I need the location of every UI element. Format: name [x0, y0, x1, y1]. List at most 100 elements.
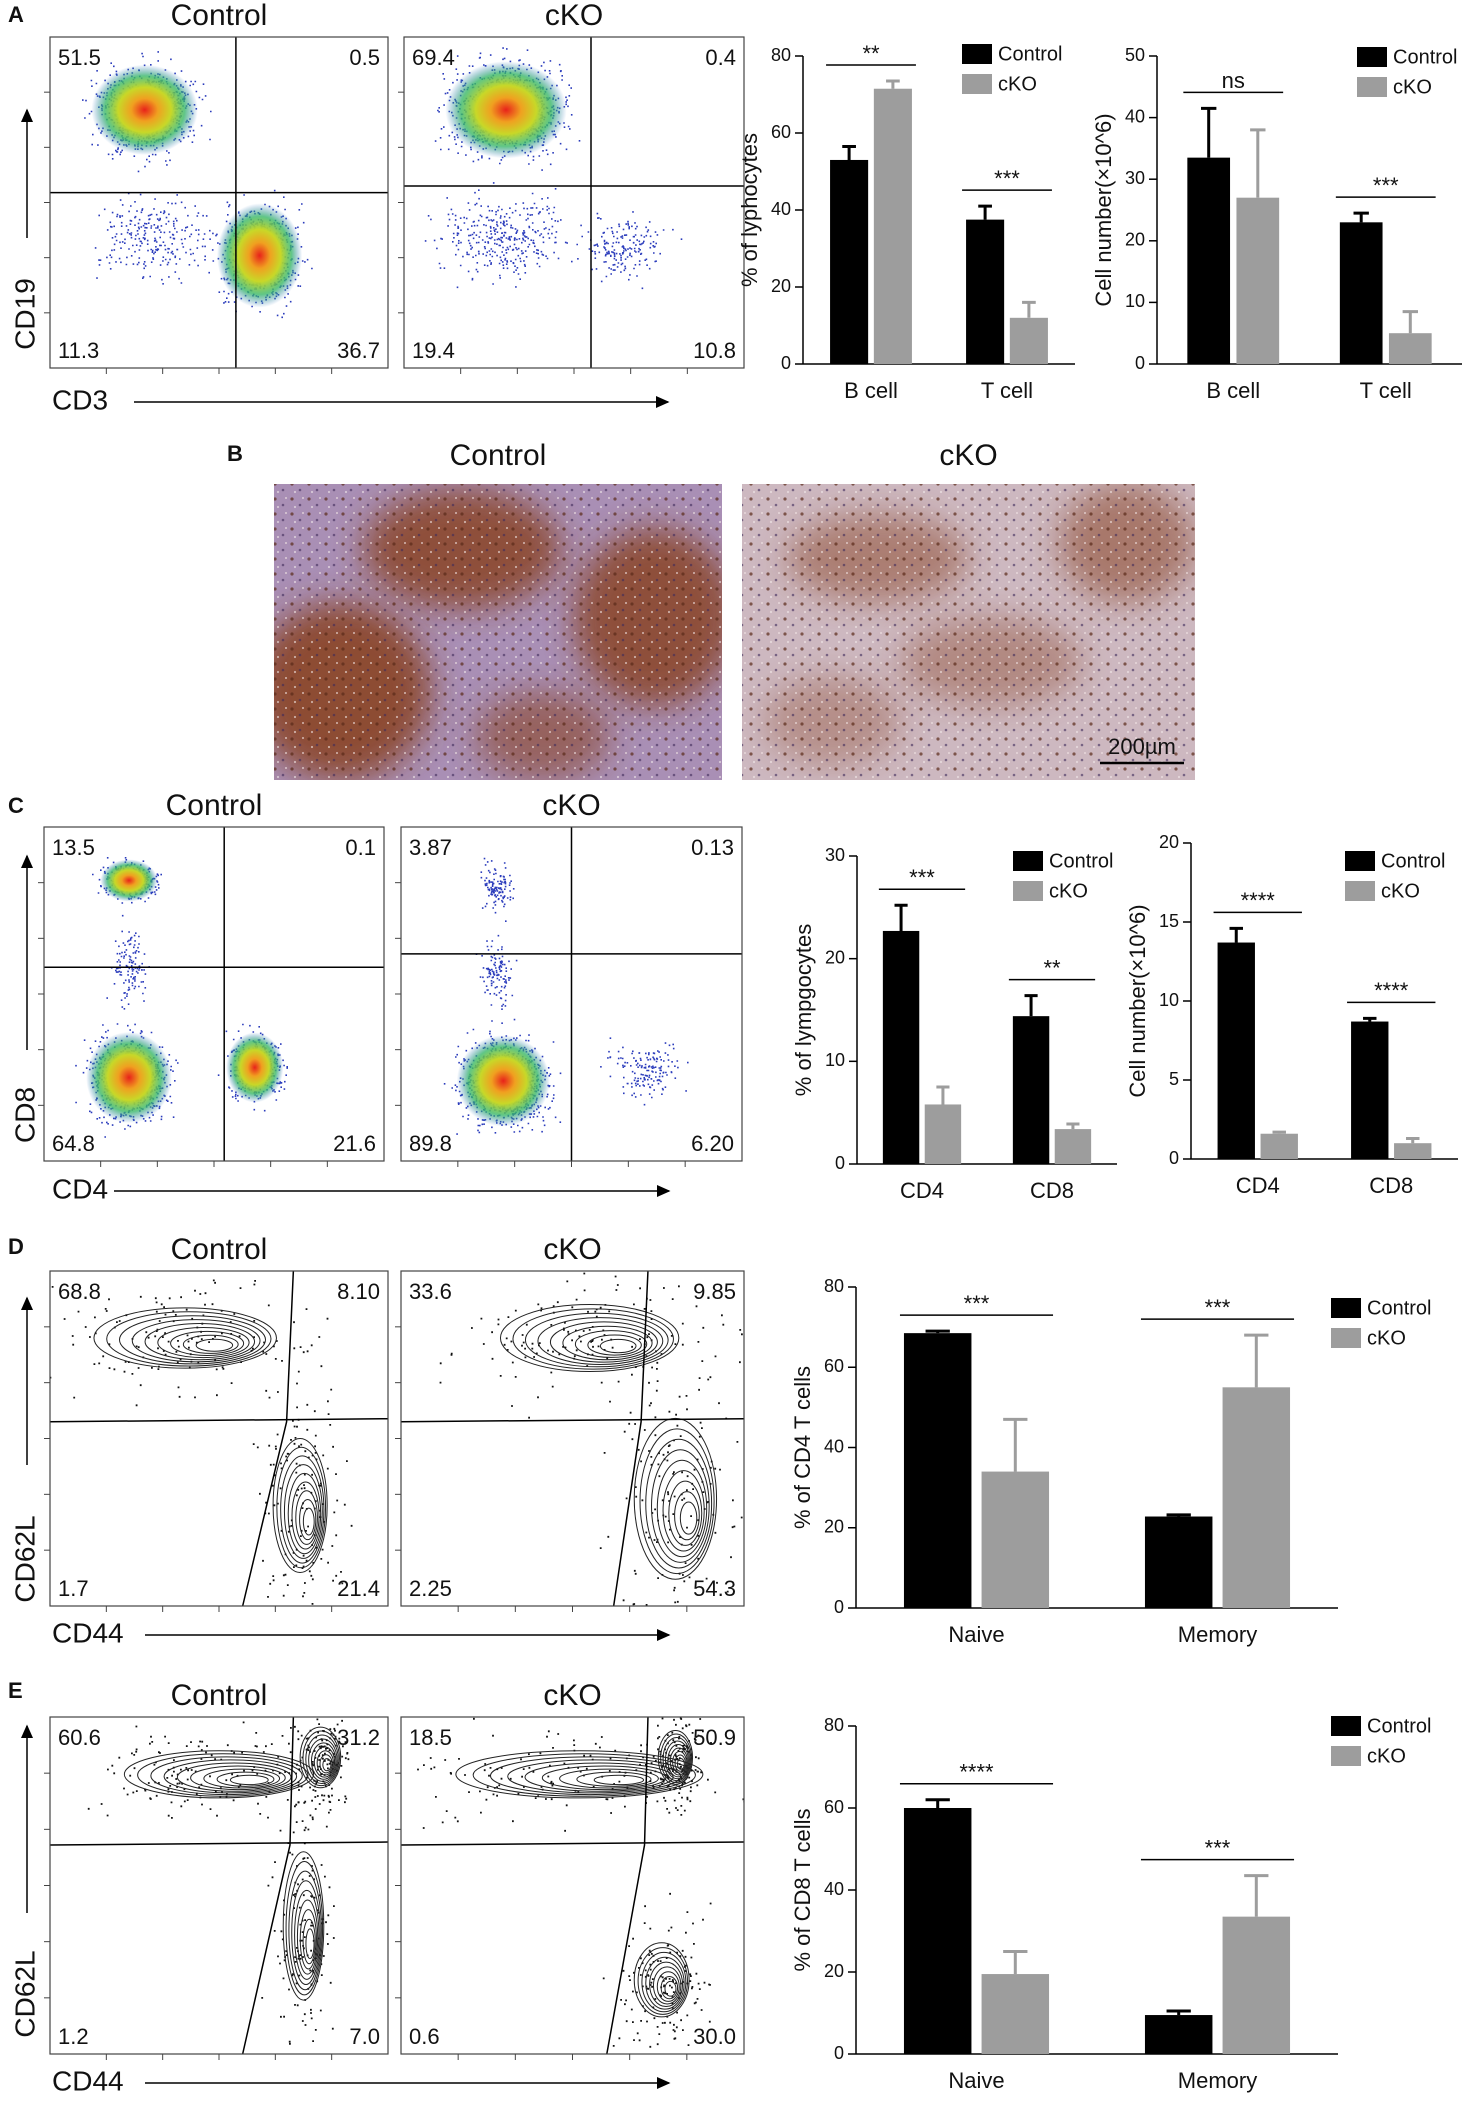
y-tick-label: 20	[825, 947, 845, 967]
significance-label: ***	[964, 1291, 990, 1316]
quadrant-value: 8.10	[337, 1279, 380, 1304]
contour	[656, 1459, 708, 1558]
x-tick-label: CD8	[1030, 1178, 1074, 1203]
contour	[299, 1498, 317, 1541]
event-dots	[261, 1742, 335, 2045]
image-title: Control	[450, 439, 547, 472]
plot-area	[50, 1279, 353, 1605]
contour	[276, 1446, 327, 1569]
significance-label: **	[862, 41, 880, 66]
x-axis-label: CD3	[52, 384, 108, 415]
bar	[1351, 1021, 1389, 1159]
contour	[229, 1774, 269, 1786]
contour	[660, 1976, 679, 2000]
quadrant-value: 21.4	[337, 1576, 380, 1601]
y-tick-label: 0	[834, 1597, 844, 1617]
bar	[981, 1974, 1050, 2054]
contour	[537, 1317, 664, 1365]
bar	[830, 159, 869, 364]
y-axis-title: % of CD8 T cells	[790, 1808, 815, 1971]
gate-line	[49, 1418, 389, 1423]
contour	[524, 1312, 669, 1368]
contour	[310, 1742, 337, 1780]
quadrant-value: 0.5	[349, 45, 380, 70]
scale-bar-label: 200µm	[1108, 734, 1176, 759]
flow-plot: Control 51.5 0.5 11.3 36.7	[44, 0, 389, 374]
bar	[1236, 197, 1280, 364]
x-tick-label: B cell	[1206, 378, 1260, 403]
plot-area	[439, 1272, 744, 1606]
bar-chart: 0 10 20 30 40 50 Cell number(×10^6) B cell ns T c…	[1091, 45, 1462, 403]
contour	[322, 1758, 332, 1772]
quadrant-value: 18.5	[409, 1725, 452, 1750]
bar-chart: 0 20 40 60 80 % of CD4 T cells Naive *** Memory *…	[790, 1276, 1432, 1647]
contour	[576, 1771, 652, 1787]
plot-area	[443, 857, 689, 1135]
y-tick-label: 20	[824, 1961, 844, 1981]
image-area	[274, 484, 722, 780]
error-bar	[1353, 211, 1369, 223]
error-bar	[925, 1329, 950, 1334]
error-bar	[1024, 994, 1038, 1017]
contour	[170, 1330, 245, 1356]
density-core	[216, 203, 303, 308]
error-bar	[1066, 1122, 1080, 1130]
contour	[296, 1899, 319, 1975]
contour	[639, 1428, 715, 1575]
y-tick-label: 50	[1125, 45, 1145, 65]
contour	[288, 1870, 322, 1991]
x-tick-label: CD4	[900, 1178, 944, 1203]
y-axis-title: % of lympgocytes	[791, 924, 816, 1096]
panel-label: B	[227, 441, 243, 466]
y-tick-label: 0	[1135, 353, 1145, 373]
x-tick-label: Memory	[1178, 2068, 1257, 2093]
contour	[176, 1762, 292, 1792]
plot-title: cKO	[543, 1679, 601, 1712]
event-dots	[50, 1279, 329, 1407]
contour	[150, 1756, 303, 1796]
contour	[674, 1491, 700, 1541]
bar	[981, 1471, 1050, 1608]
error-bar	[1229, 926, 1243, 943]
quadrant-value: 54.3	[693, 1576, 736, 1601]
error-bar	[842, 144, 856, 160]
bar	[1394, 1143, 1432, 1159]
plot-title: Control	[171, 1233, 268, 1266]
quadrant-value: 19.4	[412, 338, 455, 363]
event-dots	[480, 857, 515, 914]
contour	[93, 1307, 277, 1369]
x-tick-label: CD8	[1369, 1173, 1413, 1198]
contour	[316, 1750, 334, 1776]
contour	[182, 1334, 239, 1354]
y-tick-label: 15	[1159, 911, 1179, 931]
legend-label: Control	[1049, 850, 1113, 872]
bar	[903, 1808, 972, 2054]
tissue-texture	[274, 484, 722, 780]
quadrant-value: 9.85	[693, 1279, 736, 1304]
contour	[137, 1753, 309, 1797]
flow-plot: Control 13.5 0.1 64.8 21.6	[38, 789, 385, 1167]
contour	[299, 1726, 342, 1789]
legend-swatch	[1331, 1328, 1361, 1348]
contour	[319, 1754, 333, 1774]
bar	[966, 219, 1005, 364]
bar	[924, 1104, 962, 1164]
contour	[283, 1464, 323, 1559]
quadrant-value: 0.1	[345, 835, 376, 860]
contour	[294, 1889, 320, 1980]
bar	[882, 930, 920, 1164]
contour	[291, 1481, 320, 1550]
quadrant-value: 89.8	[409, 1131, 452, 1156]
error-bar	[1363, 1016, 1377, 1022]
error-bar	[936, 1085, 950, 1105]
x-tick-label: Naive	[948, 2068, 1004, 2093]
event-dots	[94, 192, 214, 285]
y-tick-label: 10	[825, 1050, 845, 1070]
y-tick-label: 0	[835, 1153, 845, 1173]
density-core	[456, 1035, 550, 1127]
bar	[1222, 1916, 1291, 2054]
legend-swatch	[1345, 851, 1375, 871]
legend-label: cKO	[1367, 1745, 1406, 1767]
x-axis-label: CD4	[52, 1173, 108, 1204]
